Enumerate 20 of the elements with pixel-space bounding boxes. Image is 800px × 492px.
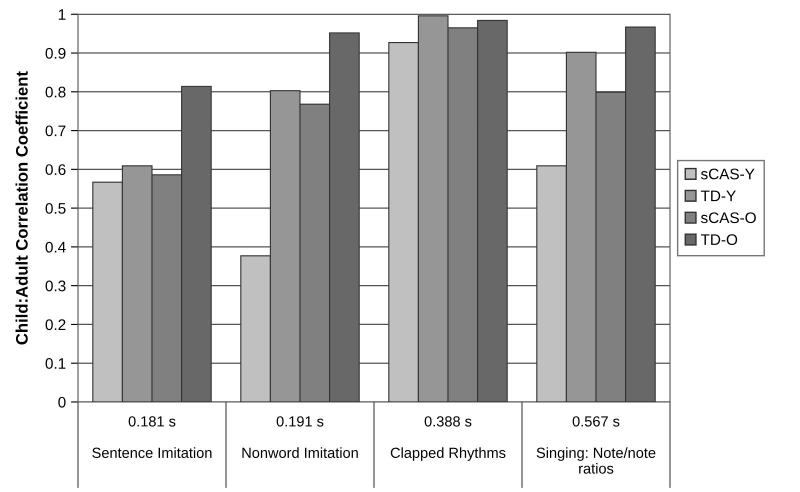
- category-label: 0.567 s Singing: Note/note ratios: [536, 416, 656, 474]
- category-label: 0.191 s Nonword Imitation: [242, 416, 358, 458]
- y-axis-title: Child:Adult Correlation Coefficient: [16, 71, 28, 344]
- y-tick-label: 1: [58, 9, 66, 20]
- y-tick-label: 0.5: [46, 202, 66, 214]
- category-label: 0.181 s Sentence Imitation: [92, 416, 212, 458]
- legend-label: TD-Y: [700, 190, 736, 202]
- legend-label: sCAS-O: [700, 212, 756, 224]
- y-tick-label: 0.3: [46, 280, 66, 292]
- y-tick-label: 0: [58, 396, 66, 408]
- legend-label: sCAS-Y: [700, 168, 755, 180]
- y-tick-label: 0.1: [46, 358, 66, 369]
- y-tick-label: 0.9: [46, 48, 66, 59]
- y-tick-label: 0.4: [46, 242, 66, 253]
- y-tick-label: 0.2: [46, 319, 66, 330]
- legend-label: TD-O: [700, 234, 738, 246]
- y-tick-label: 0.7: [46, 125, 66, 136]
- y-tick-label: 0.8: [46, 86, 66, 98]
- category-label: 0.388 s Clapped Rhythms: [390, 416, 506, 461]
- y-tick-label: 0.6: [46, 164, 66, 176]
